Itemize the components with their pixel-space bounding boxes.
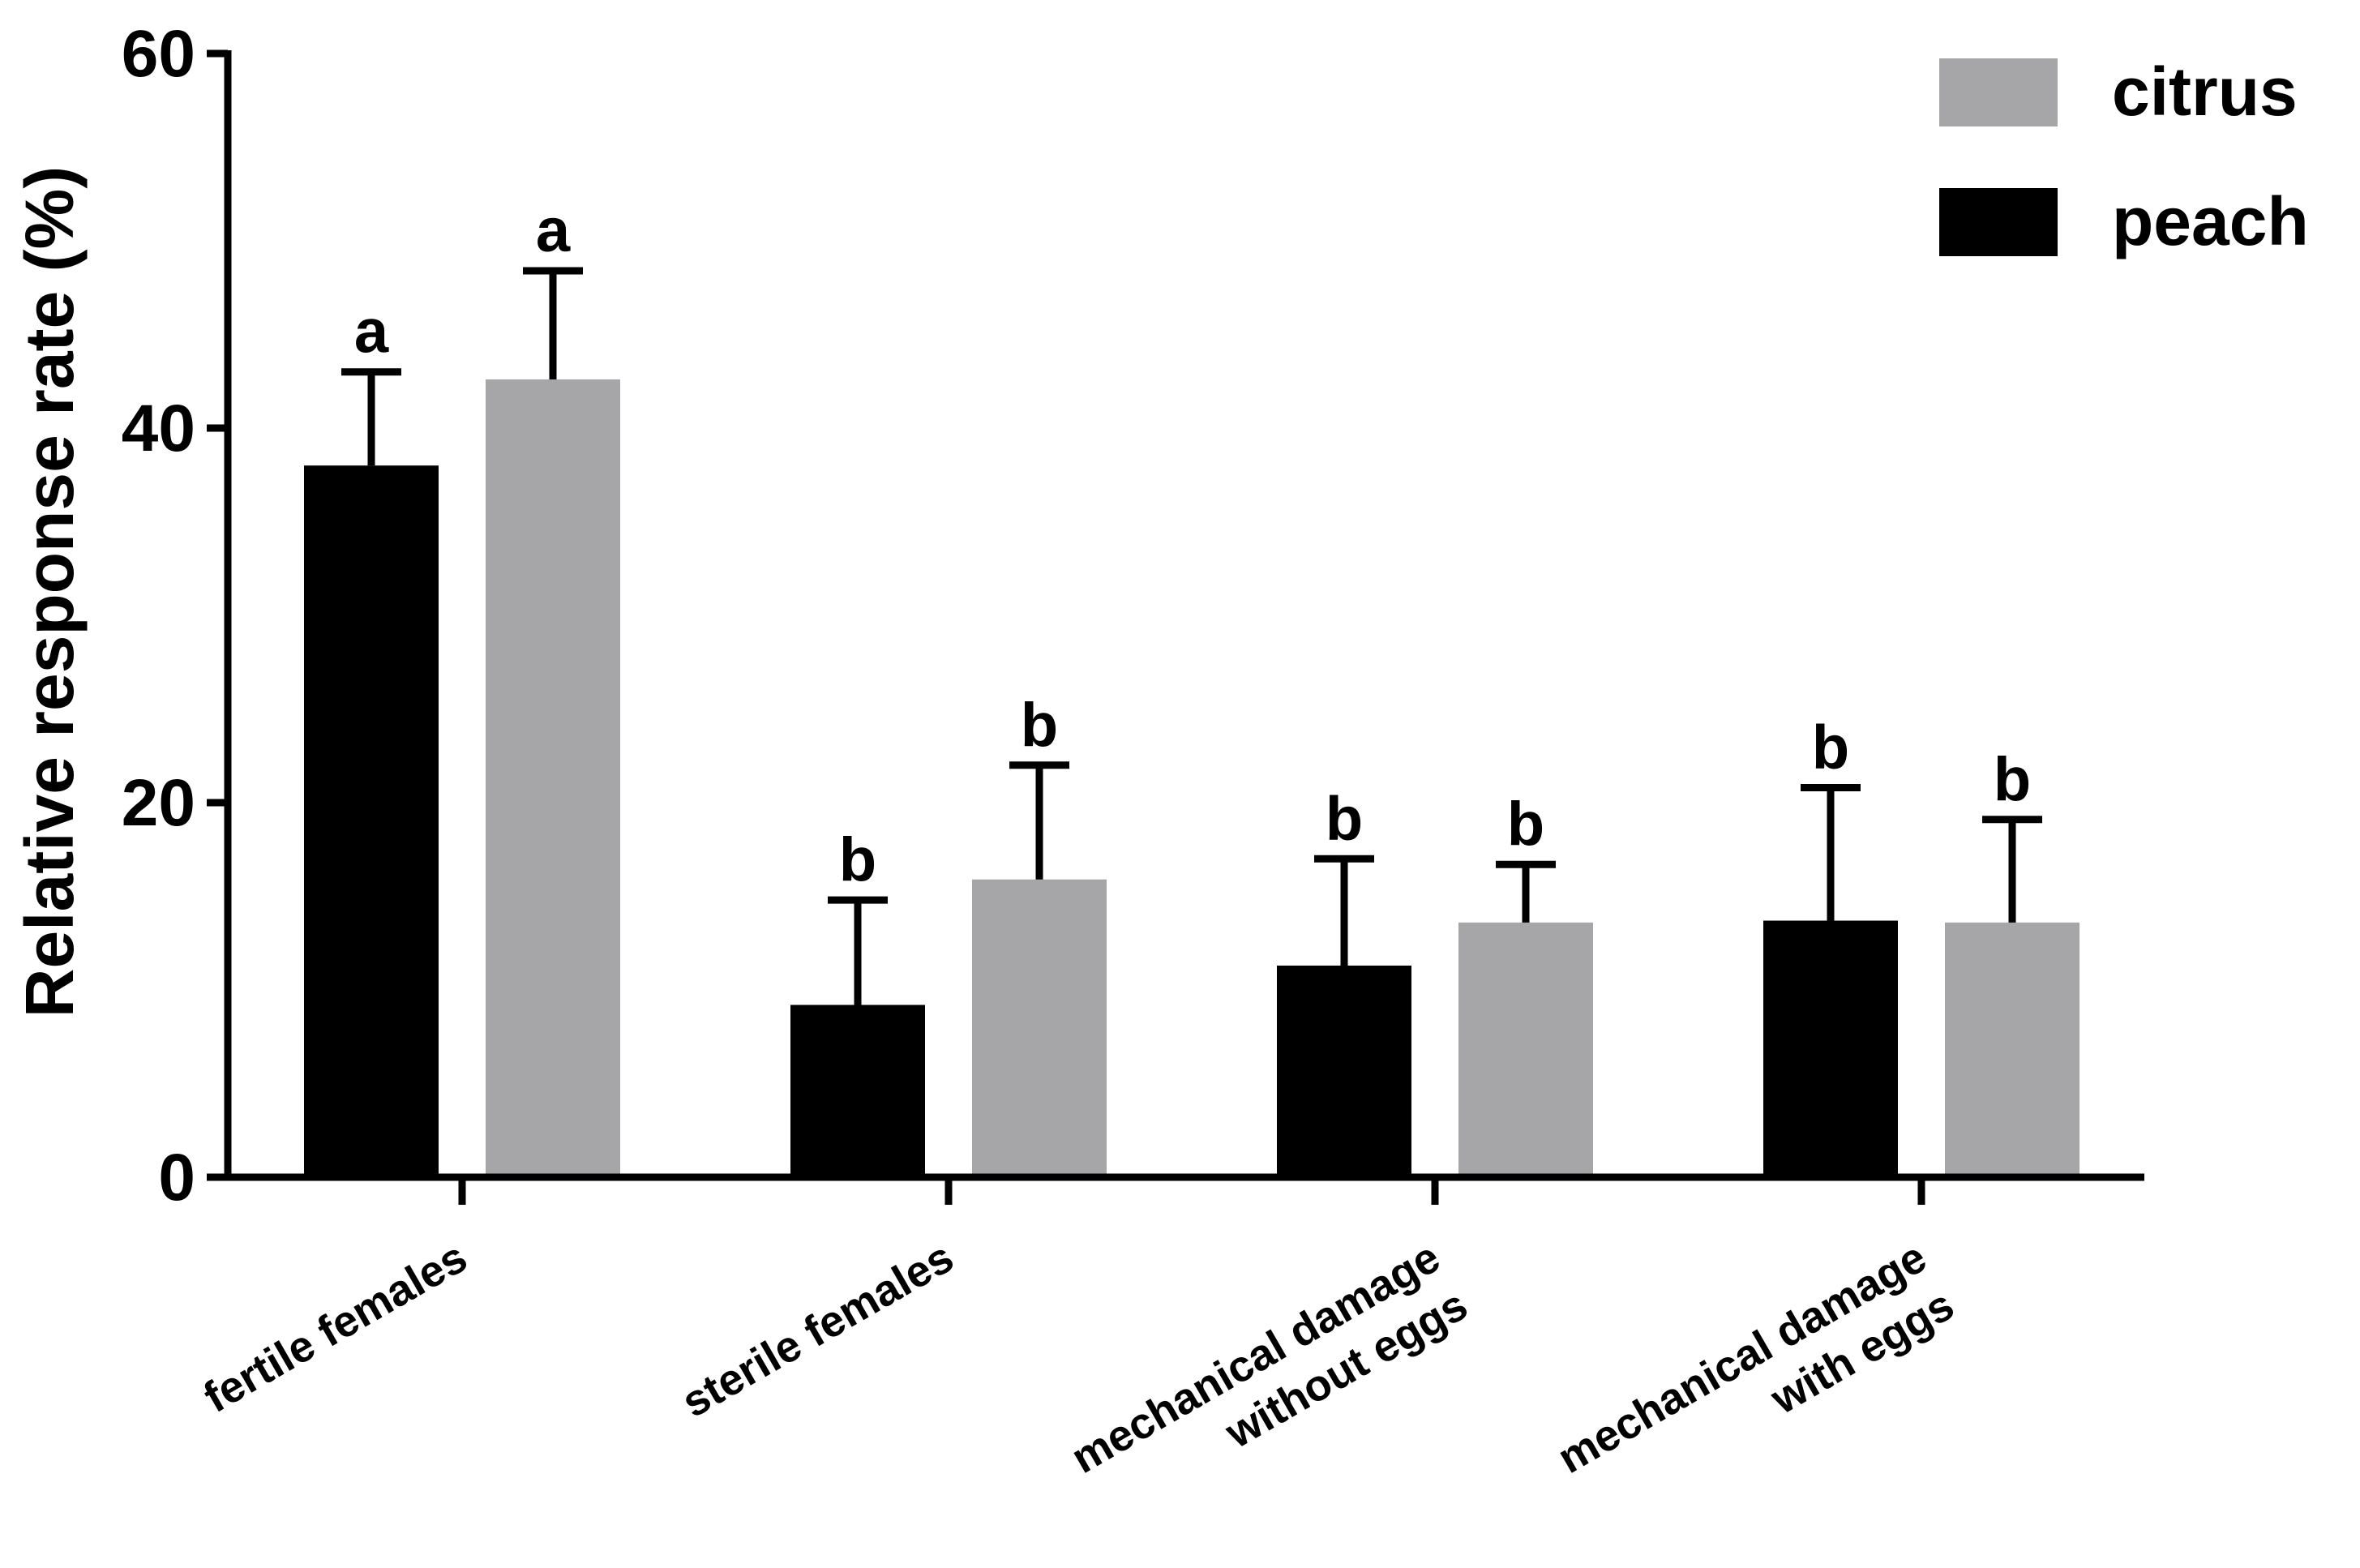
error-bar-citrus-2 — [1009, 761, 1069, 880]
x-category-label-4: mechanical damagewith eggs — [1550, 1232, 1962, 1530]
significance-label-peach-4: b — [1812, 713, 1849, 782]
legend-swatch-peach — [1939, 188, 2058, 256]
legend-swatch-citrus — [1939, 58, 2058, 126]
bar-peach-1 — [304, 465, 439, 1177]
error-bar-peach-2 — [828, 896, 888, 1005]
significance-label-peach-3: b — [1326, 784, 1363, 853]
bar-peach-2 — [790, 1005, 925, 1177]
significance-label-peach-2: b — [839, 825, 876, 894]
bar-peach-4 — [1763, 920, 1898, 1177]
y-tick-label-20: 20 — [122, 766, 195, 840]
y-tick-label-40: 40 — [122, 392, 195, 465]
bar-citrus-1 — [486, 379, 620, 1177]
significance-label-citrus-4: b — [1994, 745, 2031, 814]
bar-citrus-4 — [1945, 922, 2079, 1177]
legend-label-peach: peach — [2112, 183, 2309, 259]
error-bar-citrus-1 — [523, 267, 583, 379]
significance-label-peach-1: a — [354, 298, 389, 366]
legend-label-citrus: citrus — [2112, 54, 2298, 130]
y-axis: 0 20 40 60 — [122, 17, 232, 1215]
x-category-label-2: sterile females — [674, 1232, 962, 1427]
y-tick-label-60: 60 — [122, 17, 195, 91]
error-bar-peach-1 — [341, 368, 401, 466]
bar-peach-3 — [1277, 965, 1411, 1177]
legend-item-peach: peach — [1939, 183, 2309, 259]
error-bar-citrus-4 — [1982, 816, 2042, 923]
bar-citrus-3 — [1458, 922, 1593, 1177]
significance-label-citrus-3: b — [1507, 790, 1544, 859]
x-axis: fertile females sterile females mechanical… — [195, 1173, 2144, 1530]
bar-citrus-2 — [972, 879, 1107, 1177]
x-category-label-3: mechanical damagewithout eggs — [1064, 1232, 1476, 1530]
error-bar-peach-4 — [1801, 784, 1861, 921]
x-category-label-1: fertile females — [195, 1232, 475, 1422]
significance-label-citrus-2: b — [1021, 691, 1058, 760]
plot-area: a b b b a b b b — [304, 196, 2079, 1177]
significance-label-citrus-1: a — [536, 196, 571, 265]
legend-item-citrus: citrus — [1939, 54, 2298, 130]
y-tick-label-0: 0 — [158, 1141, 195, 1215]
legend: citrus peach — [1939, 54, 2309, 259]
y-axis-title: Relative response rate (%) — [11, 166, 88, 1017]
error-bar-peach-3 — [1314, 855, 1374, 966]
error-bar-citrus-3 — [1496, 860, 1556, 923]
